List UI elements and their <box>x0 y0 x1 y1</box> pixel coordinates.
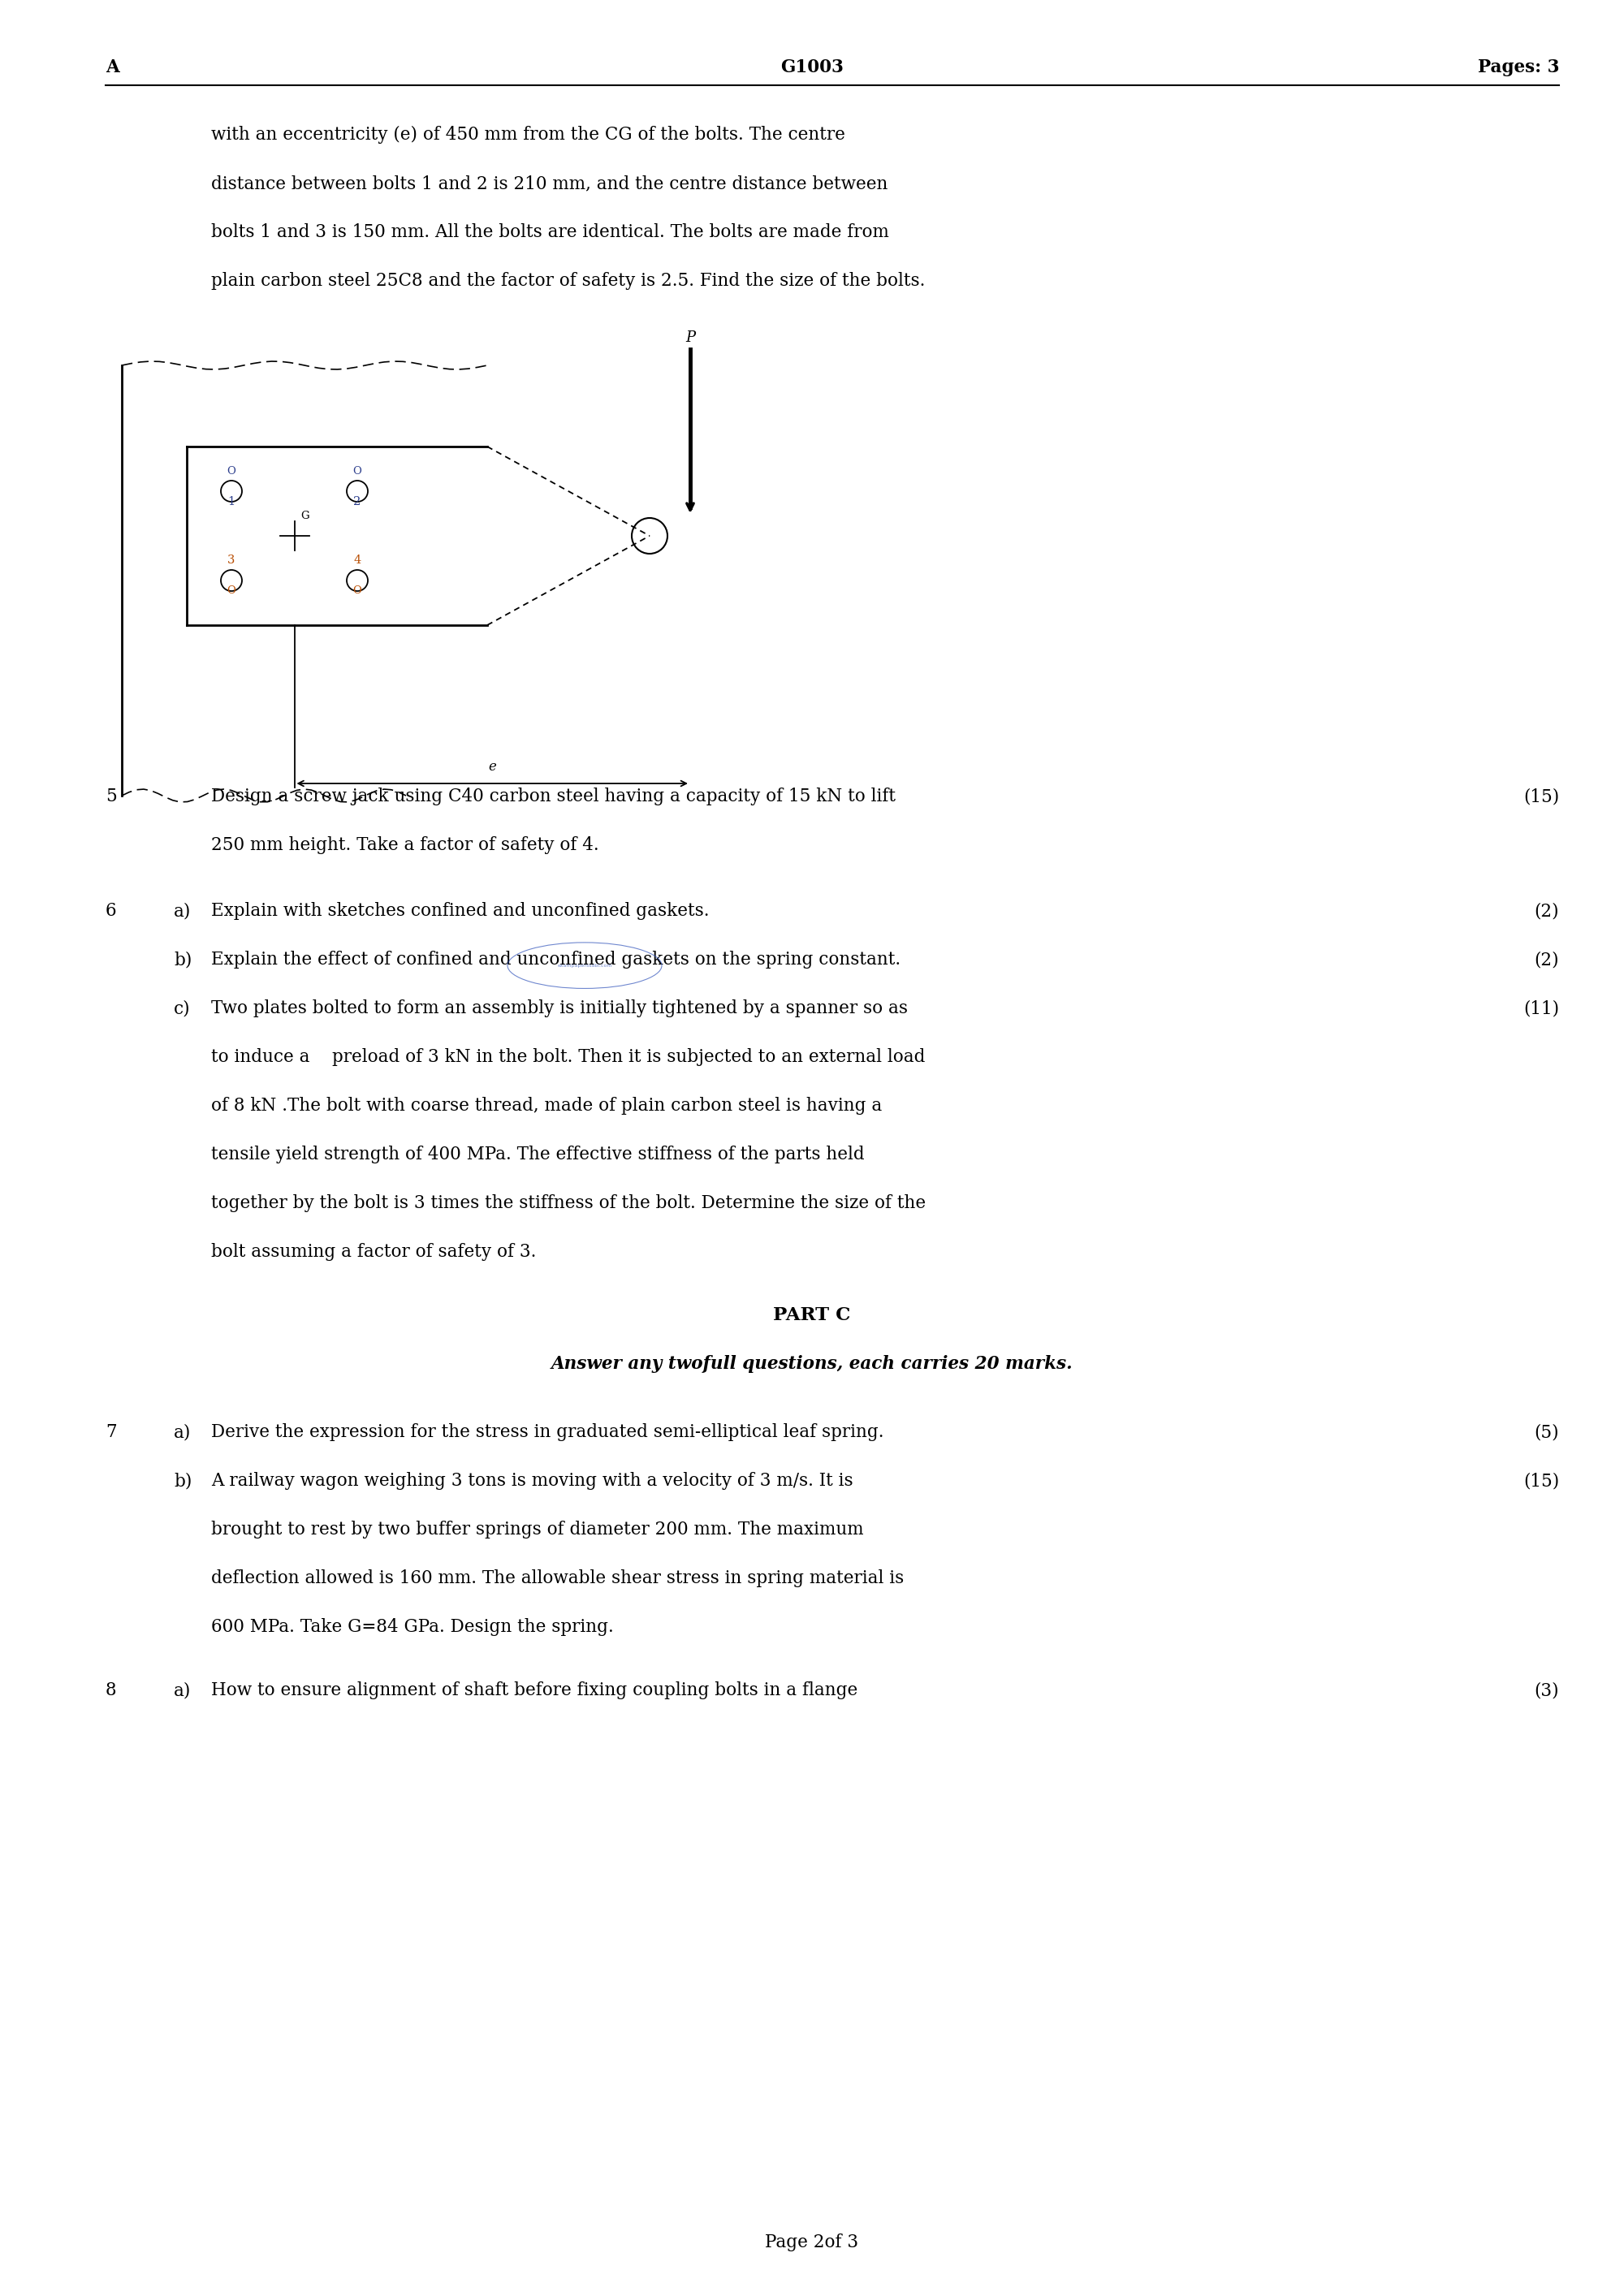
Text: e: e <box>489 760 497 774</box>
Text: (2): (2) <box>1535 951 1559 969</box>
Text: 2: 2 <box>354 496 361 507</box>
Text: (3): (3) <box>1535 1681 1559 1699</box>
Text: distance between bolts 1 and 2 is 210 mm, and the centre distance between: distance between bolts 1 and 2 is 210 mm… <box>211 174 888 193</box>
Text: O: O <box>227 585 235 597</box>
Text: b): b) <box>174 1472 192 1490</box>
Text: Page 2of 3: Page 2of 3 <box>765 2234 859 2252</box>
Text: (5): (5) <box>1535 1424 1559 1442</box>
Text: b): b) <box>174 951 192 969</box>
Text: c): c) <box>174 999 190 1017</box>
Text: exampaperssabi.com: exampaperssabi.com <box>557 964 612 967</box>
Text: 3: 3 <box>227 556 235 565</box>
Text: How to ensure alignment of shaft before fixing coupling bolts in a flange: How to ensure alignment of shaft before … <box>211 1681 857 1699</box>
Text: 600 MPa. Take G=84 GPa. Design the spring.: 600 MPa. Take G=84 GPa. Design the sprin… <box>211 1619 614 1637</box>
Text: 8: 8 <box>106 1681 117 1699</box>
Text: a): a) <box>174 1681 192 1699</box>
Text: O: O <box>352 466 362 478</box>
Text: (15): (15) <box>1523 788 1559 806</box>
Text: together by the bolt is 3 times the stiffness of the bolt. Determine the size of: together by the bolt is 3 times the stif… <box>211 1194 926 1212</box>
Text: plain carbon steel 25C8 and the factor of safety is 2.5. Find the size of the bo: plain carbon steel 25C8 and the factor o… <box>211 271 926 289</box>
Text: (15): (15) <box>1523 1472 1559 1490</box>
Text: Two plates bolted to form an assembly is initially tightened by a spanner so as: Two plates bolted to form an assembly is… <box>211 999 908 1017</box>
Text: G1003: G1003 <box>781 57 843 76</box>
Text: 1: 1 <box>227 496 235 507</box>
Text: O: O <box>352 585 362 597</box>
Text: a): a) <box>174 1424 192 1442</box>
Text: 6: 6 <box>106 902 117 921</box>
Text: of 8 kN .The bolt with coarse thread, made of plain carbon steel is having a: of 8 kN .The bolt with coarse thread, ma… <box>211 1097 882 1116</box>
Text: 250 mm height. Take a factor of safety of 4.: 250 mm height. Take a factor of safety o… <box>211 836 599 854</box>
Text: A: A <box>106 57 119 76</box>
Text: Answer any twofull questions, each carries 20 marks.: Answer any twofull questions, each carri… <box>551 1355 1073 1373</box>
Text: tensile yield strength of 400 MPa. The effective stiffness of the parts held: tensile yield strength of 400 MPa. The e… <box>211 1146 864 1164</box>
Text: O: O <box>227 466 235 478</box>
Text: deflection allowed is 160 mm. The allowable shear stress in spring material is: deflection allowed is 160 mm. The allowa… <box>211 1570 905 1587</box>
Text: bolt assuming a factor of safety of 3.: bolt assuming a factor of safety of 3. <box>211 1242 536 1261</box>
Text: with an eccentricity (e) of 450 mm from the CG of the bolts. The centre: with an eccentricity (e) of 450 mm from … <box>211 126 844 145</box>
Text: 5: 5 <box>106 788 117 806</box>
Text: Design a screw jack using C40 carbon steel having a capacity of 15 kN to lift: Design a screw jack using C40 carbon ste… <box>211 788 896 806</box>
Text: brought to rest by two buffer springs of diameter 200 mm. The maximum: brought to rest by two buffer springs of… <box>211 1520 864 1538</box>
Text: 7: 7 <box>106 1424 117 1442</box>
Text: Explain the effect of confined and unconfined gaskets on the spring constant.: Explain the effect of confined and uncon… <box>211 951 901 969</box>
Text: 4: 4 <box>354 556 361 565</box>
Text: G: G <box>300 510 310 521</box>
Text: a): a) <box>174 902 192 921</box>
Text: A railway wagon weighing 3 tons is moving with a velocity of 3 m/s. It is: A railway wagon weighing 3 tons is movin… <box>211 1472 853 1490</box>
Text: Pages: 3: Pages: 3 <box>1478 57 1559 76</box>
Text: P: P <box>685 331 695 344</box>
Text: Derive the expression for the stress in graduated semi-elliptical leaf spring.: Derive the expression for the stress in … <box>211 1424 883 1442</box>
Text: PART C: PART C <box>773 1306 851 1325</box>
Text: bolts 1 and 3 is 150 mm. All the bolts are identical. The bolts are made from: bolts 1 and 3 is 150 mm. All the bolts a… <box>211 223 888 241</box>
Text: to induce a    preload of 3 kN in the bolt. Then it is subjected to an external : to induce a preload of 3 kN in the bolt.… <box>211 1049 926 1065</box>
Text: (2): (2) <box>1535 902 1559 921</box>
Text: Explain with sketches confined and unconfined gaskets.: Explain with sketches confined and uncon… <box>211 902 710 921</box>
Text: (11): (11) <box>1523 999 1559 1017</box>
